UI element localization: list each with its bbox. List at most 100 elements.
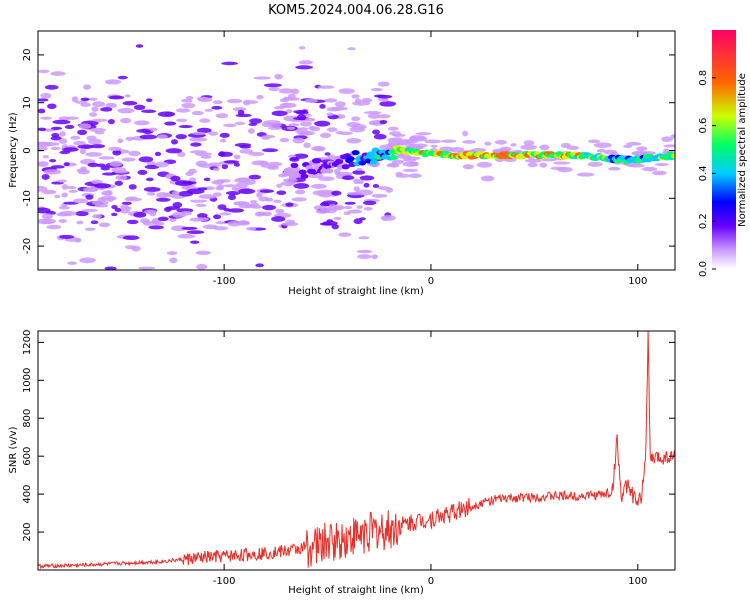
colorbar: 0.0 0.2 0.4 0.6 0.8 Normalized spectral ampl… xyxy=(698,30,748,277)
heatmap-cell xyxy=(462,140,476,144)
heatmap-cell xyxy=(395,173,411,178)
heatmap-cell xyxy=(377,81,390,87)
heatmap-cell xyxy=(319,222,332,226)
snr-series-line xyxy=(38,331,675,570)
heatmap-cell xyxy=(221,61,238,66)
heatmap-cell xyxy=(331,224,339,230)
heatmap-cell xyxy=(343,211,351,216)
heatmap-cell xyxy=(122,100,138,106)
heatmap-cell xyxy=(285,202,294,207)
heatmap-cell xyxy=(98,156,115,160)
heatmap-cell xyxy=(189,137,208,142)
heatmap-cell xyxy=(143,209,158,214)
heatmap-cell xyxy=(223,184,239,188)
heatmap-cell xyxy=(391,159,404,165)
colorbar-ticks: 0.0 0.2 0.4 0.6 0.8 xyxy=(698,70,716,277)
heatmap-cell xyxy=(262,204,276,211)
heatmap-cell xyxy=(38,161,49,167)
heatmap-cell xyxy=(539,144,550,151)
heatmap-cell xyxy=(652,170,667,176)
heatmap-cell xyxy=(133,104,146,110)
spectrogram-x-ticks: -100 0 100 xyxy=(213,31,647,287)
heatmap-cell xyxy=(126,196,138,201)
heatmap-cell xyxy=(194,152,212,157)
heatmap-cell xyxy=(663,144,675,148)
heatmap-cell xyxy=(661,136,674,142)
heatmap-cell xyxy=(148,127,158,132)
y-tick-label: 400 xyxy=(22,485,33,504)
heatmap-cell xyxy=(290,88,300,95)
heatmap-cell xyxy=(255,263,264,268)
heatmap-cell xyxy=(171,225,188,232)
heatmap-cell xyxy=(373,133,387,140)
heatmap-cell xyxy=(140,109,157,114)
heatmap-cell xyxy=(293,183,310,189)
heatmap-cell xyxy=(144,164,160,170)
heatmap-cell xyxy=(157,216,169,222)
heatmap-cell xyxy=(50,135,62,141)
heatmap-cell xyxy=(196,127,212,134)
heatmap-cell xyxy=(164,121,177,126)
heatmap-cell xyxy=(178,190,194,197)
heatmap-cell xyxy=(480,175,495,182)
heatmap-cell xyxy=(122,278,136,283)
heatmap-cell xyxy=(476,161,493,168)
heatmap-cell xyxy=(169,257,178,264)
snr-frame xyxy=(37,330,676,571)
heatmap-cell xyxy=(233,162,240,167)
heatmap-cell xyxy=(217,204,227,210)
heatmap-cell xyxy=(341,164,350,170)
heatmap-cell xyxy=(219,138,227,143)
heatmap-cell xyxy=(351,150,360,156)
heatmap-cell xyxy=(527,162,538,168)
heatmap-cell xyxy=(285,167,294,173)
heatmap-cell xyxy=(54,194,61,199)
heatmap-cell xyxy=(195,160,208,167)
heatmap-cell xyxy=(386,163,395,168)
heatmap-cell xyxy=(212,167,220,172)
heatmap-cell xyxy=(59,234,75,239)
heatmap-cell xyxy=(226,98,243,104)
heatmap-cell xyxy=(84,227,96,231)
y-tick-label: 20 xyxy=(22,49,33,62)
heatmap-cell xyxy=(587,161,603,167)
heatmap-cell xyxy=(371,254,378,260)
heatmap-cell xyxy=(338,88,355,94)
heatmap-cell xyxy=(177,233,196,239)
heatmap-cell xyxy=(372,184,380,188)
heatmap-cell xyxy=(71,96,79,103)
heatmap-cell xyxy=(356,189,373,196)
heatmap-cell xyxy=(319,103,326,109)
heatmap-cell xyxy=(338,232,352,237)
heatmap-cell xyxy=(641,166,658,172)
spectrogram-y-ticks: -20 -10 0 10 20 xyxy=(22,49,675,254)
heatmap-cell xyxy=(166,251,178,256)
heatmap-cell xyxy=(298,127,309,131)
y-tick-label: 800 xyxy=(22,409,33,428)
heatmap-cell xyxy=(100,166,110,171)
heatmap-cell xyxy=(239,148,254,154)
heatmap-cell xyxy=(181,226,198,230)
heatmap-cell xyxy=(189,199,208,203)
heatmap-cell xyxy=(233,154,241,160)
y-tick-label: -10 xyxy=(22,190,33,206)
heatmap-cell xyxy=(77,129,88,136)
heatmap-cell xyxy=(343,205,353,210)
heatmap-cell xyxy=(596,148,606,153)
heatmap-cell xyxy=(292,137,305,144)
heatmap-cell xyxy=(211,105,223,110)
heatmap-cell xyxy=(259,274,275,278)
heatmap-cell xyxy=(353,186,360,192)
heatmap-cell xyxy=(104,79,122,85)
heatmap-cell xyxy=(524,158,542,163)
heatmap-cell xyxy=(200,155,212,159)
heatmap-cell xyxy=(268,86,280,92)
heatmap-cell xyxy=(352,170,366,175)
heatmap-cell xyxy=(83,84,92,90)
heatmap-cell xyxy=(242,99,251,106)
heatmap-cell xyxy=(312,190,329,196)
heatmap-cell xyxy=(244,204,252,208)
heatmap-cell xyxy=(249,200,258,204)
